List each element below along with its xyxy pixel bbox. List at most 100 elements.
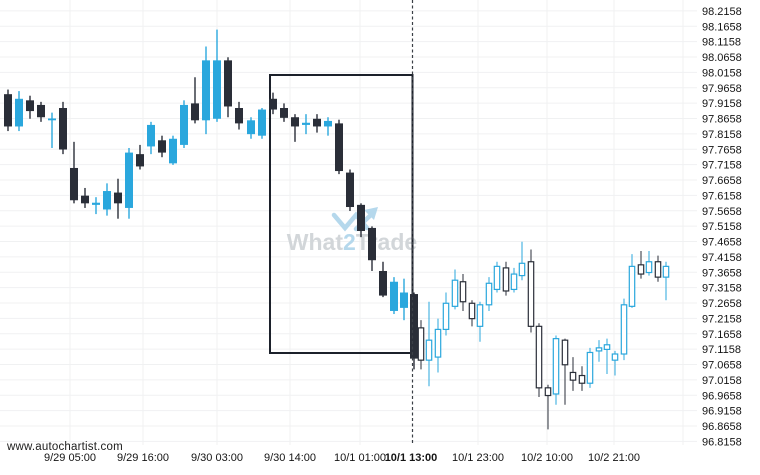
candle-body-up xyxy=(125,152,133,208)
candle-body-down xyxy=(269,98,277,110)
candle-body-up xyxy=(451,279,459,307)
candle-body-down xyxy=(26,100,34,112)
autochartist-url: www.autochartist.com xyxy=(7,441,123,453)
x-axis-label: 9/30 14:00 xyxy=(264,452,316,464)
x-axis-label: 9/30 03:00 xyxy=(191,452,243,464)
y-axis-label: 98.0658 xyxy=(702,52,742,64)
candle-body-down xyxy=(561,339,569,366)
candle-body-up xyxy=(258,109,266,136)
candle-body-up xyxy=(552,338,560,395)
candle-body-down xyxy=(224,60,232,107)
y-axis-label: 97.3158 xyxy=(702,283,742,295)
candle-body-up xyxy=(518,262,526,277)
candle-body-down xyxy=(502,267,510,292)
candle-body-up xyxy=(324,120,332,127)
candle-body-up xyxy=(510,273,518,291)
candle-body-up xyxy=(147,124,155,147)
candle-body-down xyxy=(235,108,243,124)
candle-body-down xyxy=(37,104,45,118)
candle-body-down xyxy=(379,270,387,296)
y-axis-label: 97.1158 xyxy=(702,344,741,356)
candle-body-up xyxy=(611,353,619,361)
y-axis-label: 97.0658 xyxy=(702,360,742,372)
x-axis-label: 9/29 16:00 xyxy=(117,452,169,464)
candle-body-down xyxy=(335,123,343,172)
y-axis-label: 97.6158 xyxy=(702,190,742,202)
candle-body-down xyxy=(357,204,365,232)
candle-body-down xyxy=(410,294,418,359)
y-axis-label: 97.9158 xyxy=(702,98,742,110)
candle-body-up xyxy=(628,265,636,307)
y-axis-label: 97.5658 xyxy=(702,206,742,218)
x-axis-label: 10/1 13:00 xyxy=(385,452,438,464)
candle-body-down xyxy=(191,103,199,121)
candle-body-down xyxy=(59,108,67,150)
y-axis-label: 97.8158 xyxy=(702,129,742,141)
candle-body-up xyxy=(247,120,255,135)
candle-body-down xyxy=(70,167,78,201)
watermark-text: What2Trade xyxy=(287,229,417,255)
candle-body-up xyxy=(442,302,450,331)
y-axis-label: 97.2158 xyxy=(702,313,742,325)
y-axis-label: 97.7658 xyxy=(702,144,742,156)
candle-body-up xyxy=(603,344,611,350)
candle-body-down xyxy=(527,261,535,327)
candle-body-up xyxy=(493,265,501,291)
y-axis-label: 96.9658 xyxy=(702,390,742,402)
candle-body-up xyxy=(425,339,433,361)
candle-body-up xyxy=(476,304,484,327)
x-axis-label: 10/2 21:00 xyxy=(588,452,640,464)
candle-body-down xyxy=(136,154,144,167)
candle-body-down xyxy=(346,172,354,208)
candle-body-up xyxy=(48,118,56,121)
candle-body-up xyxy=(390,281,398,311)
y-axis-label: 98.1158 xyxy=(702,37,741,49)
y-axis-label: 96.8658 xyxy=(702,421,742,433)
y-axis-label: 97.2658 xyxy=(702,298,742,310)
candle-body-up xyxy=(169,138,177,164)
candle-body-up xyxy=(485,282,493,306)
candle-body-up xyxy=(595,347,603,352)
watermark-logo-arrowhead-icon xyxy=(364,207,378,220)
x-axis-label: 10/2 10:00 xyxy=(521,452,573,464)
candle-body-down xyxy=(291,117,299,127)
candle-body-down xyxy=(417,327,425,361)
candle-body-down xyxy=(637,264,645,275)
y-axis-label: 97.4158 xyxy=(702,252,742,264)
y-axis-label: 98.1658 xyxy=(702,21,742,33)
candle-body-down xyxy=(280,108,288,118)
x-axis-label: 10/1 01:00 xyxy=(334,452,386,464)
candle-body-up xyxy=(202,60,210,121)
candle-body-up xyxy=(400,292,408,308)
y-axis-label: 97.0158 xyxy=(702,375,742,387)
candle-body-up xyxy=(15,98,23,127)
candle-body-down xyxy=(313,118,321,127)
candle-body-down xyxy=(368,227,376,261)
y-axis-label: 96.9158 xyxy=(702,406,742,418)
candle-body-up xyxy=(434,328,442,358)
x-axis-label: 9/29 05:00 xyxy=(44,452,96,464)
candle-body-up xyxy=(302,122,310,125)
y-axis-label: 98.0158 xyxy=(702,67,742,79)
y-axis-label: 97.3658 xyxy=(702,267,742,279)
y-axis-label: 97.7158 xyxy=(702,160,742,172)
candle-body-up xyxy=(180,104,188,145)
candle-body-down xyxy=(569,371,577,381)
y-axis-label: 97.6658 xyxy=(702,175,742,187)
y-axis-label: 96.8158 xyxy=(702,436,742,448)
x-axis-label: 10/1 23:00 xyxy=(452,452,504,464)
candle-body-down xyxy=(81,195,89,204)
y-axis-label: 97.4658 xyxy=(702,237,742,249)
candle-body-down xyxy=(578,374,586,384)
candle-body-up xyxy=(586,351,594,384)
candle-body-down xyxy=(459,281,467,303)
candle-body-down xyxy=(535,325,543,389)
candle-body-down xyxy=(4,94,12,127)
y-axis-label: 97.8658 xyxy=(702,114,742,126)
candle-body-up xyxy=(662,265,670,278)
candle-body-up xyxy=(92,202,100,205)
candle-body-down xyxy=(544,387,552,397)
candle-body-up xyxy=(645,261,653,274)
candle-body-up xyxy=(620,304,628,355)
